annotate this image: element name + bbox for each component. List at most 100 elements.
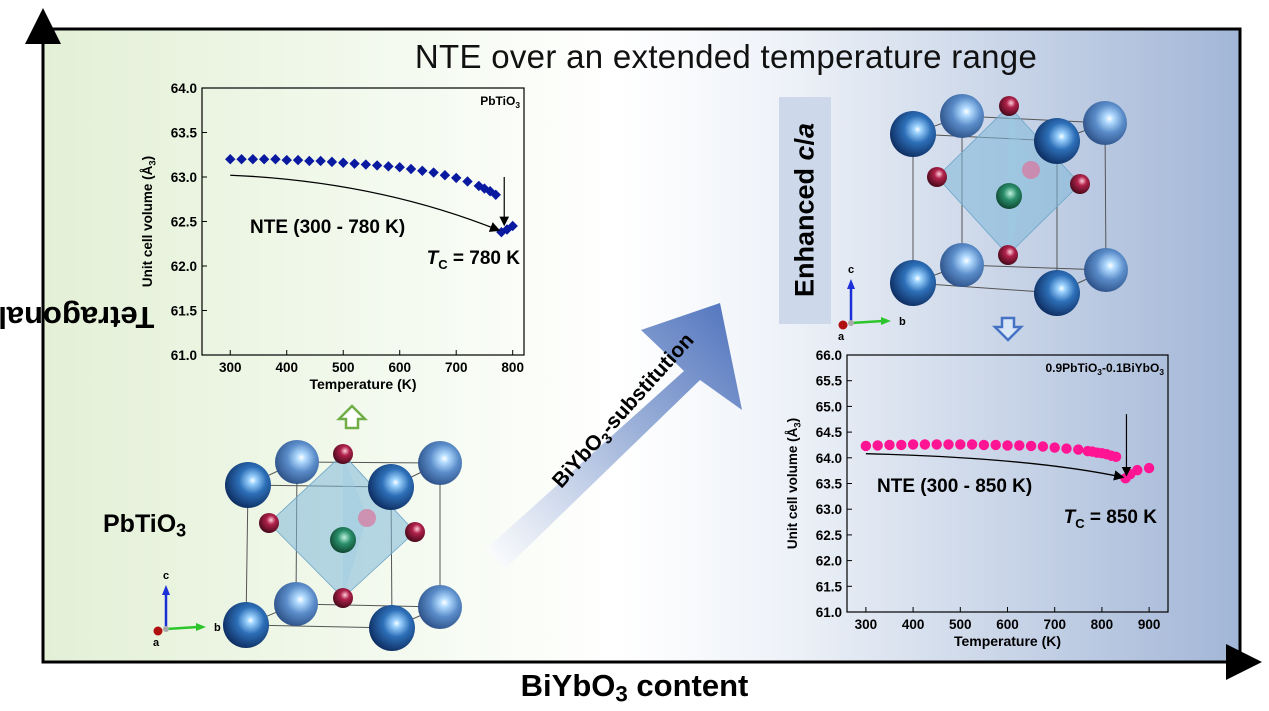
y-axis-title: Unit cell volume (Å3) <box>140 156 158 287</box>
data-point <box>338 157 349 168</box>
unit-cell-edge <box>1104 122 1107 271</box>
b-label: b <box>214 622 221 634</box>
x-axis-title: Temperature (K) <box>954 633 1061 649</box>
data-point <box>1025 440 1037 452</box>
corner-atom-back <box>275 440 319 484</box>
subscript: 3 <box>515 100 520 110</box>
corner-atom-back <box>274 582 318 626</box>
oxygen-atom <box>927 167 947 187</box>
unit-cell-edge <box>245 624 393 629</box>
y-tick-label: 63.0 <box>816 502 842 517</box>
data-point <box>896 439 907 451</box>
data-point <box>490 189 501 200</box>
chart-doped: 300 400 500 600 700 800 900 61.0 61.5 62.0 62.5 63.… <box>785 348 1169 649</box>
data-point <box>943 439 954 450</box>
y-tick-label: 65.0 <box>816 399 842 414</box>
corner-atom-back <box>418 441 462 485</box>
data-point <box>270 154 281 165</box>
data-point <box>462 176 473 187</box>
x-tick-label: 300 <box>219 360 242 375</box>
axis-triad-left: c b a <box>153 570 221 649</box>
data-point <box>978 439 990 451</box>
data-point <box>966 439 978 450</box>
data-point <box>349 158 360 169</box>
data-point <box>1049 442 1060 453</box>
data-point <box>1073 444 1084 455</box>
data-point <box>281 154 292 166</box>
tc-annotation: TC = 850 K <box>1064 507 1158 531</box>
data-point <box>292 154 304 166</box>
data-point <box>955 439 966 450</box>
x-axis-label: BiYbO3 content <box>520 668 749 707</box>
nte-curve-arrow <box>230 174 501 232</box>
x-tick-label: 500 <box>949 617 972 632</box>
corner-atom-front <box>1034 270 1080 316</box>
crystal-structure-pbtio3 <box>223 440 462 651</box>
small-arrow-down-icon <box>991 316 1025 342</box>
y-tick-label: 63.5 <box>171 126 198 141</box>
data-point <box>394 162 405 173</box>
b-axis <box>165 625 199 631</box>
origin <box>848 320 854 326</box>
unit-cell-edge <box>961 264 1107 271</box>
data-point <box>236 154 247 165</box>
data-point <box>383 161 394 172</box>
data-point <box>884 439 895 451</box>
a-label: a <box>838 331 845 343</box>
pbtio3-label: PbTiO3 <box>103 510 187 541</box>
octahedron-face <box>1008 106 1031 255</box>
oxygen-atom <box>1022 161 1040 179</box>
x-tick-label: 400 <box>902 617 925 632</box>
y-axis-title: Unit cell volume (Å3) <box>785 418 803 549</box>
data-point <box>860 440 872 452</box>
b-axis-head <box>881 317 891 325</box>
chart-title: PbTiO3 <box>480 94 520 110</box>
x-tick-label: 800 <box>1091 617 1114 632</box>
subscript: 3 <box>1097 367 1102 377</box>
enhanced-ca-label: Enhanced c/a <box>779 97 831 324</box>
y-tick-label: 62.5 <box>171 215 198 230</box>
data-point <box>1132 464 1143 476</box>
text-run: ) <box>785 418 800 423</box>
unit-cell-edge <box>296 461 441 464</box>
text-run: T <box>427 248 440 269</box>
oxygen-atom <box>999 96 1019 116</box>
b-axis <box>850 319 884 325</box>
x-tick-label: 300 <box>855 617 878 632</box>
text-run: -substitution <box>596 329 698 439</box>
data-point <box>360 159 372 170</box>
y-tick-label: 62.0 <box>171 259 197 274</box>
text-run: 0.9PbTiO <box>1046 361 1098 375</box>
corner-atom-back <box>940 243 984 287</box>
text-run: Unit cell volume (Å <box>140 165 155 287</box>
data-point <box>1110 451 1122 462</box>
substitution-arrow <box>485 303 742 568</box>
data-point <box>326 156 338 168</box>
y-tick-label: 63.5 <box>816 477 843 492</box>
data-point <box>1143 462 1155 474</box>
unit-cell-edge <box>295 603 441 608</box>
data-point <box>931 439 942 450</box>
oxygen-atom <box>358 509 376 527</box>
corner-atom-front <box>890 111 936 157</box>
axis-triad-right: c b a <box>838 264 906 343</box>
text-run: = 780 K <box>448 248 521 269</box>
data-point <box>315 155 326 167</box>
data-point <box>405 163 417 175</box>
corner-atom-front <box>223 602 269 648</box>
subscript: 3 <box>1159 367 1164 377</box>
unit-cell-edge <box>912 282 1058 294</box>
b-axis-head <box>196 623 206 631</box>
data-point <box>247 154 259 165</box>
data-point <box>919 439 931 450</box>
y-tick-label: 61.5 <box>171 304 198 319</box>
titanium-atom <box>330 527 356 553</box>
nte-curve-arrow <box>865 453 1125 481</box>
data-point <box>990 439 1001 451</box>
x-tick-label: 700 <box>1043 617 1066 632</box>
oxygen-atom <box>259 513 279 533</box>
corner-atom-back <box>418 585 462 629</box>
a-label: a <box>153 637 160 649</box>
